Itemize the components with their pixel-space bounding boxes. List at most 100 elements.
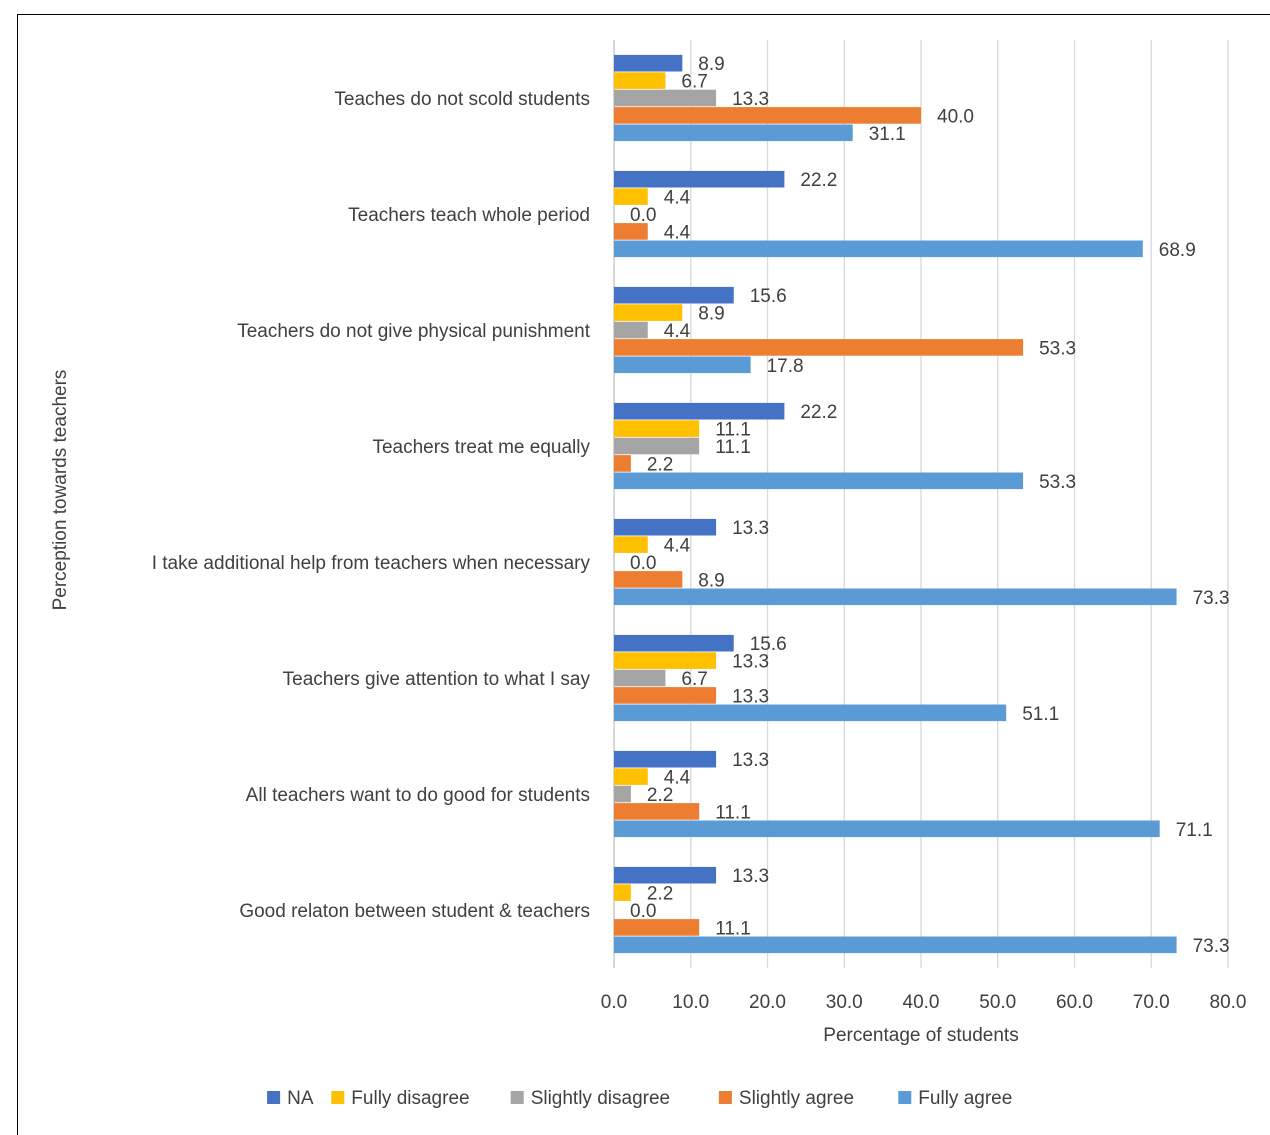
y-axis-title: Perception towards teachers [50,370,71,611]
x-axis-title: Percentage of students [823,1025,1018,1046]
bar [614,339,1024,356]
data-label: 0.0 [630,205,656,226]
legend-swatch [510,1091,524,1104]
bar [614,518,717,536]
bar [614,652,717,669]
x-tick-label: 20.0 [749,992,786,1013]
data-label: 22.2 [800,170,837,191]
data-label: 0.0 [630,553,656,574]
x-tick-label: 80.0 [1210,992,1247,1013]
legend-label: Slightly disagree [531,1088,670,1109]
bar [614,240,1143,258]
data-label: 6.7 [681,72,707,93]
data-label: 4.4 [664,188,691,209]
bar [614,750,717,768]
data-label: 0.0 [630,901,656,922]
data-label: 15.6 [750,634,787,655]
data-label: 73.3 [1193,936,1230,957]
bar [614,866,717,884]
x-tick-label: 40.0 [903,992,940,1013]
data-label: 22.2 [800,402,837,423]
category-label: Teachers treat me equally [372,437,590,458]
legend-label: Slightly agree [739,1088,854,1109]
data-label: 73.3 [1193,588,1230,609]
bar [614,304,683,321]
data-label: 4.4 [664,536,691,557]
data-label: 4.4 [664,768,691,789]
category-label: Good relaton between student & teachers [239,901,590,922]
category-label: Teachers do not give physical punishment [237,321,590,342]
category-labels: Teaches do not scold students Teachers te… [152,89,591,922]
legend-label: NA [287,1088,314,1109]
bar [614,472,1024,490]
bar [614,536,648,553]
bar [614,455,631,472]
bar [614,820,1160,838]
bar [614,286,734,304]
data-label: 2.2 [647,884,673,905]
data-label: 31.1 [869,124,906,145]
bar [614,687,717,704]
category-label: All teachers want to do good for student… [246,785,590,806]
data-label: 40.0 [937,106,974,127]
category-label: Teaches do not scold students [334,89,590,110]
legend-swatch [331,1091,345,1104]
legend-swatch [898,1091,912,1104]
data-label: 8.9 [698,570,724,591]
bar [614,571,683,588]
x-tick-label: 30.0 [826,992,863,1013]
bar [614,785,631,803]
data-label: 11.1 [715,918,751,939]
bar [614,884,631,901]
bar [614,356,751,374]
data-label: 13.3 [732,518,769,539]
bar [614,420,700,437]
legend-swatch [718,1091,732,1104]
bar [614,803,700,820]
data-label: 4.4 [664,222,691,243]
data-label: 4.4 [664,321,691,342]
data-label: 2.2 [647,785,673,806]
data-label: 15.6 [750,286,787,307]
bar [614,72,666,89]
bar [614,704,1007,722]
data-label: 13.3 [732,686,769,707]
data-label: 71.1 [1176,820,1213,841]
data-label: 11.1 [715,437,751,458]
bar [614,919,700,936]
bar [614,634,734,652]
data-label: 8.9 [698,304,724,325]
bar [614,437,700,455]
data-label: 51.1 [1022,704,1059,725]
bar [614,54,683,72]
data-label: 13.3 [732,750,769,771]
data-label: 2.2 [647,454,673,475]
x-tick-label: 70.0 [1133,992,1170,1013]
data-label: 6.7 [681,669,707,690]
legend-label: Fully agree [918,1088,1012,1109]
x-tick-label: 50.0 [979,992,1016,1013]
data-label: 8.9 [698,54,724,75]
bar [614,124,853,142]
bar [614,669,666,687]
data-label: 11.1 [715,802,751,823]
bar [614,768,648,785]
data-label: 13.3 [732,866,769,887]
x-tick-label: 60.0 [1056,992,1093,1013]
bar [614,188,648,205]
x-tick-label: 10.0 [672,992,709,1013]
data-label: 17.8 [767,356,804,377]
legend: NA Fully disagree Slightly disagree Slightl… [267,1088,1012,1109]
data-label: 53.3 [1039,472,1076,493]
bars [614,54,1177,954]
bar [614,170,785,188]
x-tick-label: 0.0 [601,992,627,1013]
bar [614,321,648,339]
category-label: I take additional help from teachers whe… [152,553,591,574]
bar [614,107,921,124]
bar [614,936,1177,954]
bar [614,223,648,240]
data-labels: 8.96.713.340.031.122.24.40.04.468.915.68… [630,54,1230,957]
data-label: 13.3 [732,89,769,110]
